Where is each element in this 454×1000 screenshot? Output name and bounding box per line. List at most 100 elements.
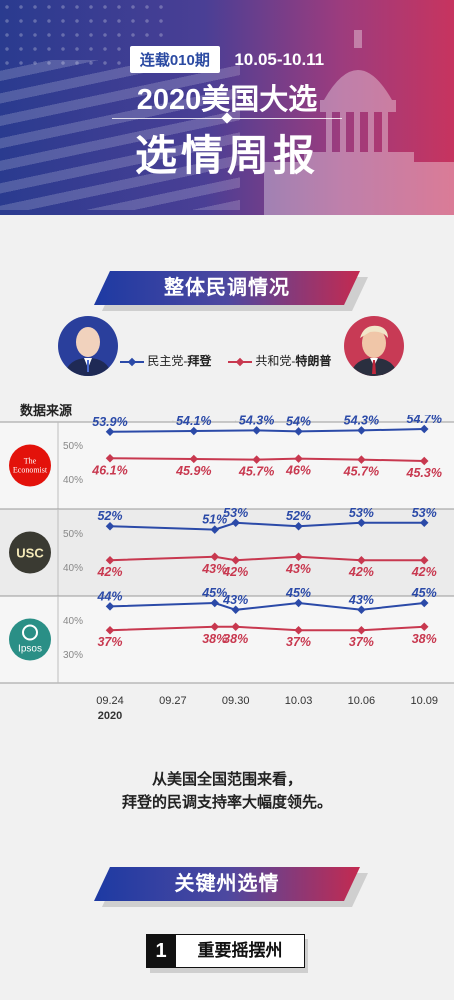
logo-text: Ipsos: [18, 644, 42, 655]
data-label: 45%: [411, 586, 437, 600]
data-point: [294, 625, 303, 635]
series-line-rep: [109, 457, 425, 462]
data-label: 43%: [285, 562, 311, 576]
data-label: 44%: [96, 589, 122, 603]
legend-dem-name: 拜登: [187, 354, 212, 368]
data-point: [357, 426, 366, 435]
data-label: 43%: [201, 562, 227, 576]
logo-text: Economist: [13, 466, 48, 475]
logo-text: USC: [16, 546, 44, 561]
data-point: [105, 602, 115, 611]
legend-item-rep: 共和党-特朗普: [228, 352, 331, 369]
data-point: [105, 555, 115, 565]
data-point: [294, 454, 303, 463]
header-banner: 连载010期 10.05-10.11 2020美国大选 选情周报: [0, 0, 454, 215]
data-point: [105, 521, 115, 531]
data-label: 37%: [349, 635, 374, 649]
data-point: [294, 552, 303, 562]
data-label: 53%: [223, 506, 248, 520]
summary-text: 从美国全国范围来看， 拜登的民调支持率大幅度领先。: [0, 768, 454, 814]
data-point: [231, 622, 240, 632]
summary-line: 从美国全国范围来看，: [151, 771, 302, 788]
data-label: 42%: [96, 565, 122, 579]
legend-rep-name: 特朗普: [295, 354, 332, 368]
data-label: 54.7%: [407, 415, 442, 426]
x-tick-label: 10.03: [285, 695, 313, 707]
data-label: 52%: [97, 509, 122, 523]
data-label: 37%: [97, 635, 122, 649]
data-label: 45.9%: [175, 464, 211, 478]
data-point: [210, 622, 219, 632]
data-label: 54.1%: [176, 415, 211, 428]
data-label: 46%: [285, 464, 311, 478]
data-label: 45.7%: [343, 465, 379, 479]
data-point: [294, 521, 303, 531]
data-source-title: 数据来源: [20, 403, 73, 418]
section-header-bg: [94, 867, 360, 901]
logo-text: The: [24, 457, 37, 466]
data-point: [357, 518, 366, 528]
ipsos-logo-mark: [22, 624, 38, 641]
data-label: 51%: [202, 513, 227, 527]
trump-avatar: [344, 316, 404, 376]
legend-marker-dem: [120, 357, 144, 367]
flag-stripes-decoration: [0, 60, 240, 210]
data-label: 53%: [349, 506, 374, 520]
data-label: 45.3%: [406, 466, 442, 480]
data-label: 38%: [223, 632, 248, 646]
capitol-building-icon: [264, 30, 454, 215]
data-label: 45.7%: [238, 465, 274, 479]
y-tick-label: 50%: [63, 529, 83, 540]
data-label: 52%: [286, 509, 311, 523]
x-tick-label: 09.24: [96, 695, 124, 707]
legend-dem-prefix: 民主党-: [147, 354, 188, 368]
page-title: 2020美国大选: [136, 84, 318, 116]
legend-item-dem: 民主党-拜登: [120, 352, 211, 369]
page-subtitle: 选情周报: [134, 132, 319, 179]
data-point: [420, 424, 429, 434]
y-tick-label: 50%: [63, 441, 83, 452]
section-header-key-states: 关键州选情: [94, 864, 368, 907]
data-point: [210, 525, 219, 534]
data-point: [294, 427, 303, 436]
data-point: [231, 605, 240, 615]
issue-badge: 连载010期: [129, 46, 220, 73]
series-line-dem: [109, 601, 425, 611]
data-label: 54.3%: [344, 415, 379, 427]
x-year-label: 2020: [98, 710, 122, 722]
summary-line: 拜登的民调支持率大幅度领先。: [121, 794, 332, 811]
x-tick-label: 09.30: [222, 695, 250, 707]
data-label: 43%: [222, 593, 248, 607]
data-point: [420, 555, 429, 565]
data-point: [210, 552, 219, 562]
data-label: 43%: [348, 593, 374, 607]
data-label: 38%: [202, 632, 227, 646]
data-label: 54.3%: [239, 415, 274, 427]
data-point: [105, 625, 115, 635]
data-point: [420, 518, 429, 528]
data-label: 42%: [411, 565, 437, 579]
x-tick-label: 10.09: [410, 695, 438, 707]
section-header-title: 关键州选情: [174, 873, 280, 895]
data-point: [357, 625, 366, 635]
section-header-title: 整体民调情况: [164, 277, 290, 299]
series-line-dem: [109, 428, 425, 433]
data-point: [231, 555, 240, 565]
data-point: [231, 518, 240, 528]
section-header-overall-polls: 整体民调情况: [94, 268, 368, 311]
y-tick-label: 40%: [63, 616, 83, 627]
data-point: [189, 426, 199, 436]
poll-chart: 09.24 09.27 09.30 10.03 10.06 10.09 2020 TheEco…: [0, 415, 454, 722]
data-point: [420, 622, 429, 632]
data-point: [357, 555, 366, 565]
data-point: [294, 598, 303, 608]
panel-background: [0, 422, 454, 509]
subsection-title: 重要摇摆州: [176, 934, 305, 968]
date-range: 10.05-10.11: [234, 49, 325, 69]
biden-avatar: [58, 316, 118, 376]
issue-row: 连载010期 10.05-10.11: [0, 46, 454, 73]
panel-background: [0, 596, 454, 683]
